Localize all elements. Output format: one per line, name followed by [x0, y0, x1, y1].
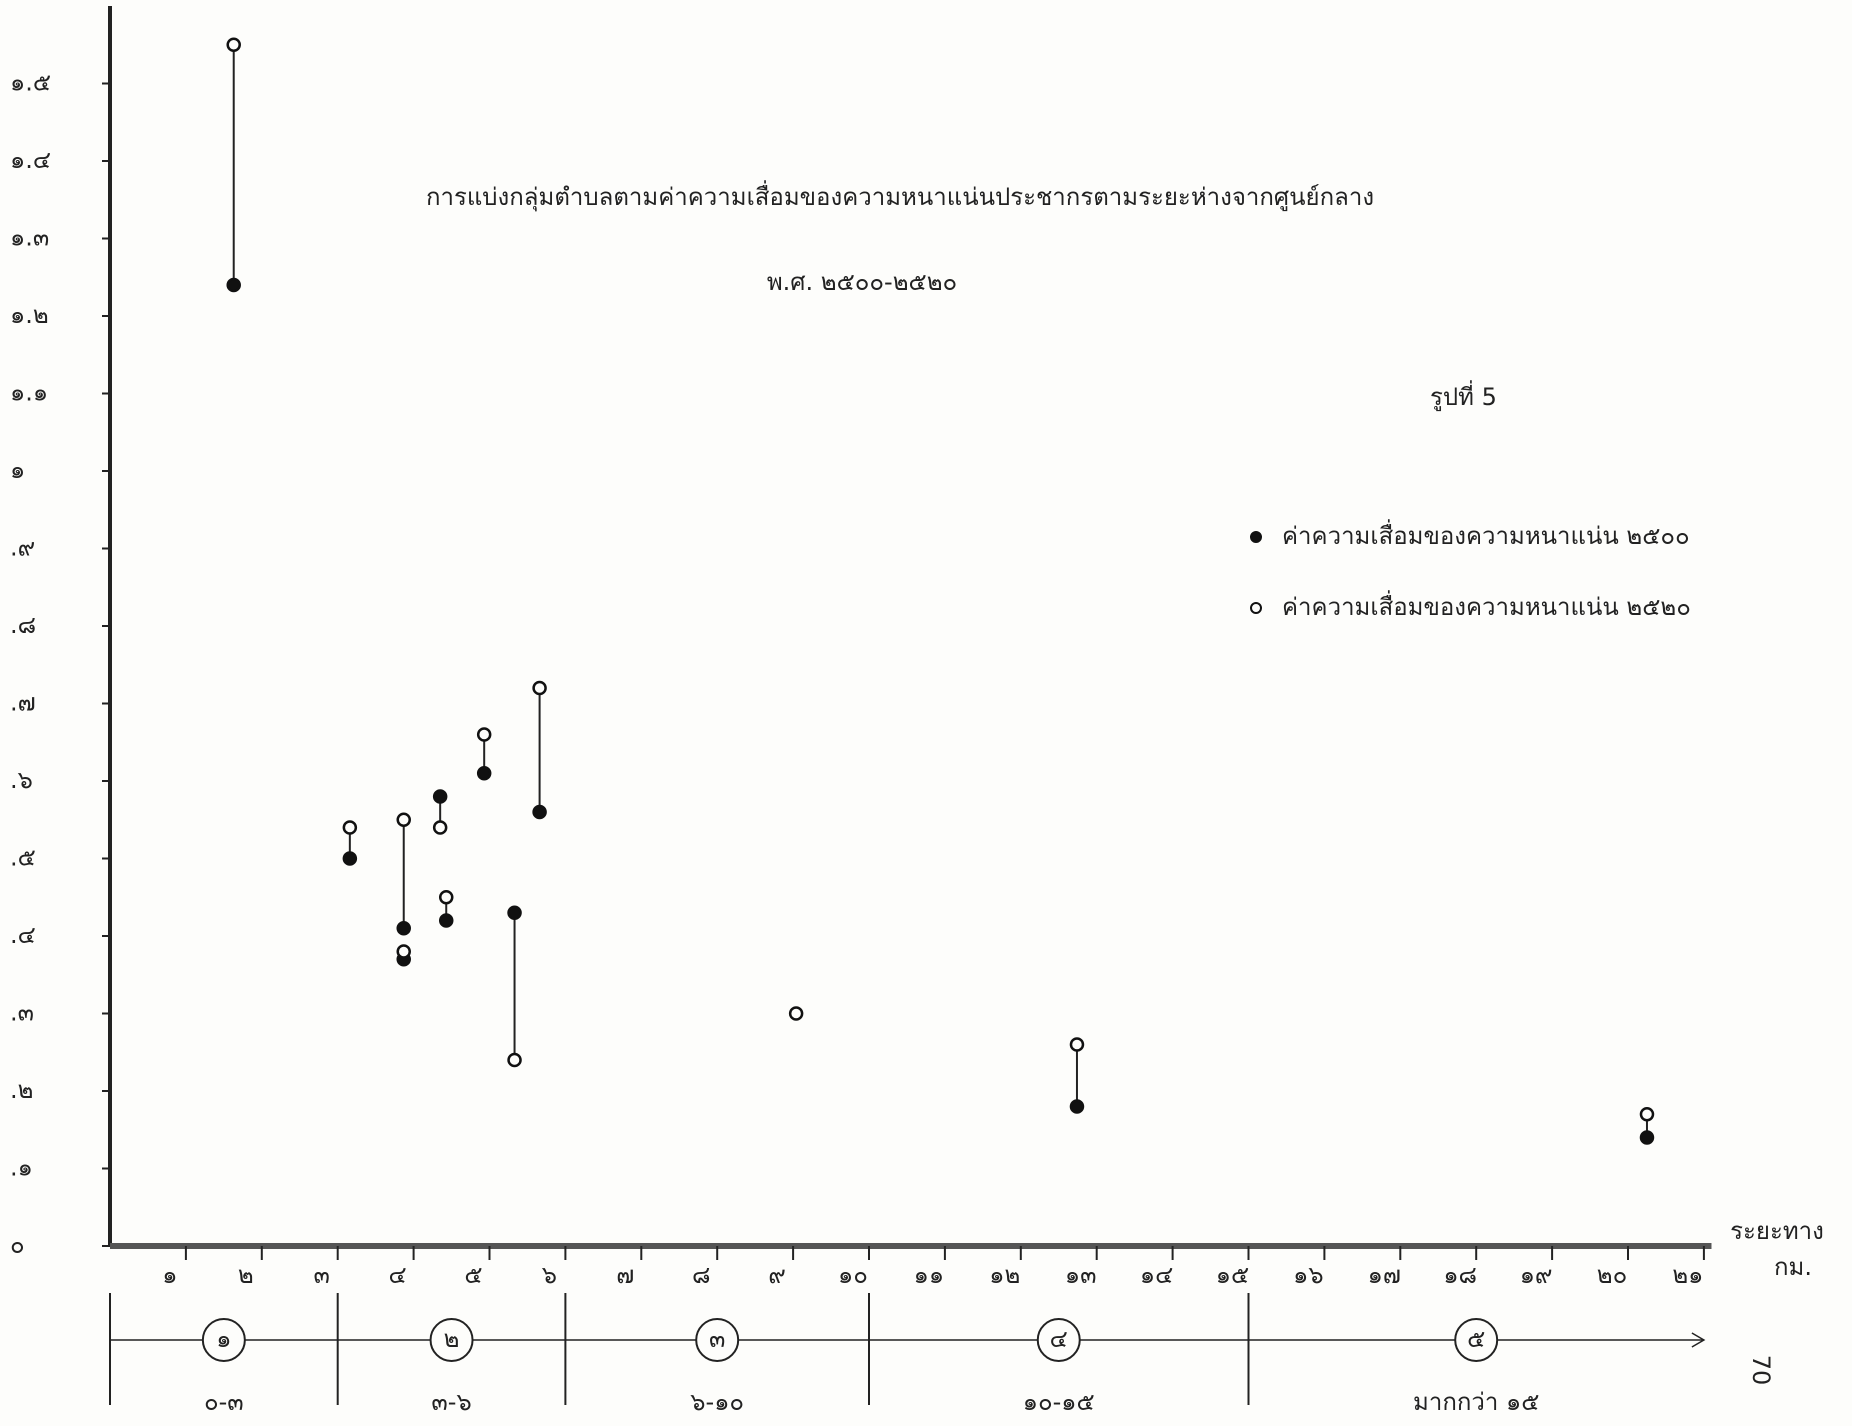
point [1069, 1099, 1085, 1114]
zone-circle [695, 1318, 740, 1362]
point [438, 913, 454, 928]
zone-number: ๓ [709, 1325, 725, 1353]
y-tick-label: ๑.๑ [10, 379, 48, 407]
point [1639, 1130, 1655, 1145]
point [226, 277, 241, 293]
y-tick-label: .๗ [10, 689, 36, 717]
x-axis-label: ระยะทาง [1730, 1217, 1824, 1245]
zone-circle [201, 1318, 246, 1362]
point [432, 820, 448, 835]
zone-number: ๔ [1050, 1325, 1068, 1353]
y-tick-label: ๑.๓ [10, 224, 49, 252]
x-tick-label: ๑๔ [1140, 1261, 1173, 1289]
y-tick-label: .๙ [10, 534, 35, 562]
zone-number: ๕ [1467, 1325, 1485, 1353]
point [476, 766, 492, 781]
zone-range: มากกว่า ๑๕ [1413, 1388, 1539, 1416]
x-tick-label: ๑๕ [1216, 1261, 1249, 1289]
point [342, 820, 358, 835]
zone-number: ๑ [216, 1325, 231, 1353]
x-tick-label: ๗ [616, 1261, 634, 1289]
point [507, 1052, 522, 1068]
x-tick-label: ๑๓ [1065, 1261, 1097, 1289]
point [342, 851, 358, 866]
x-tick-label: ๒ [238, 1261, 254, 1289]
point [532, 804, 547, 820]
legend-label: ค่าความเสื่อมของความหนาแน่น ๒๕๒๐ [1282, 590, 1691, 621]
point [396, 921, 411, 936]
x-tick-label: ๑๒ [989, 1261, 1020, 1289]
legend-label: ค่าความเสื่อมของความหนาแน่น ๒๕๐๐ [1282, 519, 1690, 550]
x-tick-label: ๘ [692, 1261, 711, 1289]
point [438, 890, 454, 905]
legend-marker [1250, 602, 1262, 614]
point [476, 727, 492, 742]
page-number: 70 [1747, 1355, 1775, 1386]
point [432, 789, 448, 804]
x-tick-label: ๑๘ [1443, 1261, 1477, 1289]
y-tick-label: ๑ [10, 456, 25, 484]
point [1069, 1037, 1085, 1052]
point [226, 37, 241, 52]
zone-range: ๑๐-๑๕ [1023, 1388, 1095, 1416]
y-tick-label: ๑.๕ [10, 69, 51, 97]
y-tick-label: .๑ [10, 1154, 33, 1182]
point [507, 905, 522, 920]
x-tick-label: ๑๑ [914, 1261, 944, 1289]
chart-title: การแบ่งกลุ่มตำบลตามค่าความเสื่อมของความห… [426, 180, 1374, 212]
x-axis-unit: กม. [1774, 1253, 1812, 1281]
point [1639, 1107, 1655, 1122]
y-tick-label: .๘ [10, 611, 36, 639]
y-tick-label: .๖ [10, 766, 33, 794]
x-tick-label: ๒๐ [1597, 1261, 1627, 1289]
x-tick-label: ๖ [542, 1261, 557, 1289]
x-tick-label: ๒๑ [1672, 1261, 1703, 1289]
point [396, 944, 411, 959]
y-tick-label: .๔ [10, 921, 36, 949]
x-tick-label: ๑๐ [838, 1261, 868, 1289]
zone-circle [429, 1318, 474, 1362]
zone-range: ๓-๖ [431, 1388, 471, 1416]
y-tick-label: .๕ [10, 844, 36, 872]
x-tick-label: ๓ [313, 1261, 329, 1289]
zone-number: ๒ [444, 1325, 460, 1353]
zone-circle [1036, 1318, 1081, 1362]
point [396, 812, 411, 827]
zone-arrow [1691, 1332, 1706, 1348]
x-tick-label: ๑๙ [1520, 1261, 1553, 1289]
zone-range: ๖-๑๐ [690, 1388, 744, 1416]
y-tick-label: ๐ [10, 1231, 25, 1259]
x-tick-label: ๑ [162, 1261, 177, 1289]
legend-marker [1250, 531, 1262, 543]
x-tick-label: ๔ [389, 1261, 407, 1289]
y-tick-label: .๓ [10, 999, 34, 1027]
y-tick-label: .๒ [10, 1076, 33, 1104]
point [532, 680, 547, 696]
x-tick-label: ๑๗ [1368, 1261, 1401, 1289]
y-tick-label: ๑.๒ [10, 301, 49, 329]
zone-range: ๐-๓ [204, 1388, 244, 1416]
zone-circle [1454, 1318, 1499, 1362]
figure-label: รูปที่ 5 [1430, 380, 1497, 412]
chart-subtitle: พ.ศ. ๒๕๐๐-๒๕๒๐ [767, 268, 957, 296]
x-tick-label: ๙ [768, 1261, 786, 1289]
y-tick-label: ๑.๔ [10, 146, 51, 174]
x-tick-label: ๕ [464, 1261, 482, 1289]
x-tick-label: ๑๖ [1293, 1261, 1323, 1289]
point [788, 1006, 804, 1021]
